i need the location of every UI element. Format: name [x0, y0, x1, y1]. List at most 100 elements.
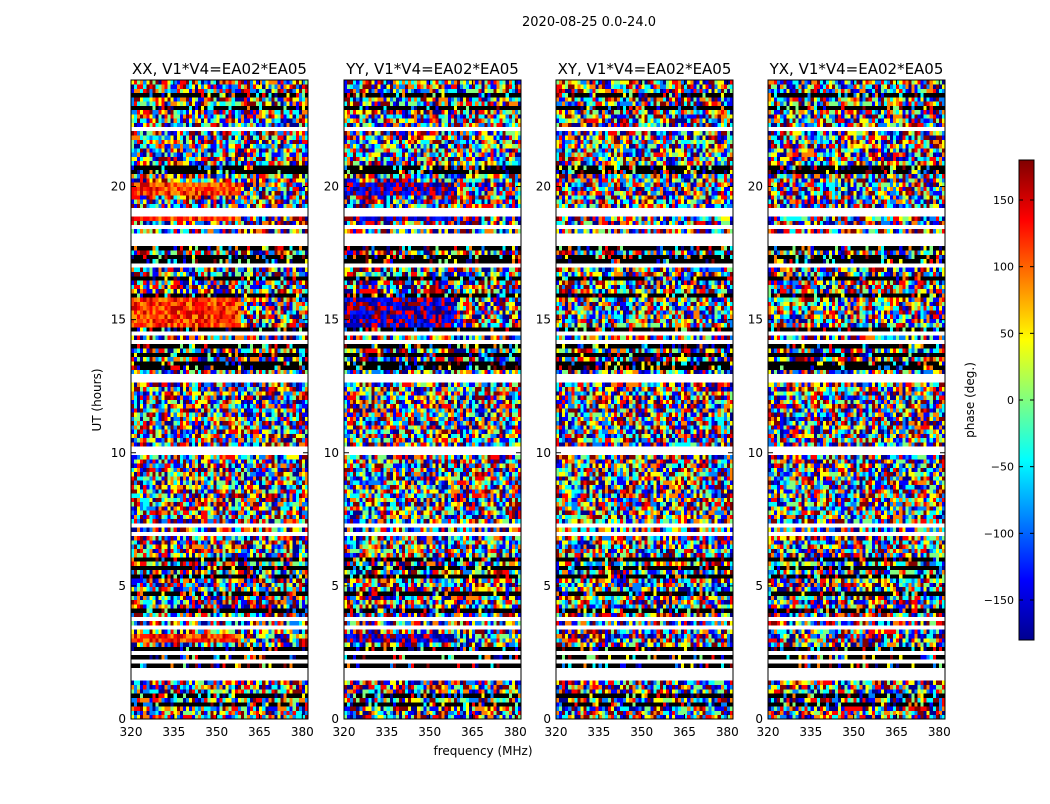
heatmap-cell	[134, 684, 138, 690]
heatmap-cell	[161, 586, 165, 592]
heatmap-cell	[204, 310, 208, 315]
heatmap-cell	[161, 574, 165, 579]
heatmap-cell	[173, 638, 178, 643]
heatmap-cell	[192, 603, 196, 609]
heatmap-cell	[268, 578, 272, 583]
heatmap-cell	[289, 612, 294, 618]
heatmap-cell	[219, 493, 223, 498]
heatmap-cell	[131, 501, 135, 507]
heatmap-cell	[152, 399, 156, 405]
heatmap-cell	[188, 442, 193, 447]
heatmap-cell	[274, 429, 278, 434]
heatmap-cell	[225, 595, 229, 601]
heatmap-cell	[250, 540, 254, 545]
heatmap-cell	[216, 327, 220, 332]
heatmap-cell	[234, 684, 239, 690]
heatmap-cell	[173, 608, 178, 613]
heatmap-cell	[188, 574, 193, 579]
heatmap-cell	[225, 493, 229, 498]
heatmap-cell	[137, 595, 141, 601]
heatmap-cell	[295, 710, 300, 716]
heatmap-cell	[152, 454, 156, 460]
heatmap-cell	[271, 288, 275, 294]
heatmap-cell	[234, 476, 239, 481]
heatmap-cell	[274, 595, 278, 601]
heatmap-cell	[292, 305, 297, 311]
heatmap-cell	[277, 386, 281, 392]
heatmap-cell	[210, 395, 214, 400]
heatmap-cell	[179, 476, 184, 481]
heatmap-cell	[198, 459, 202, 464]
heatmap-cell	[137, 548, 141, 554]
heatmap-cell	[259, 540, 263, 545]
heatmap-cell	[158, 501, 162, 507]
heatmap-cell	[277, 582, 281, 588]
heatmap-cell	[222, 655, 226, 660]
heatmap-cell	[292, 386, 297, 392]
heatmap-cell	[219, 574, 223, 579]
heatmap-cell	[246, 586, 251, 592]
heatmap-cell	[228, 714, 233, 720]
heatmap-cell	[210, 506, 214, 511]
heatmap-cell	[298, 710, 303, 716]
heatmap-cell	[201, 642, 205, 647]
heatmap-cell	[185, 361, 190, 366]
heatmap-cell	[271, 412, 275, 417]
heatmap-cell	[298, 425, 303, 430]
heatmap-cell	[237, 608, 242, 613]
heatmap-cell	[134, 467, 138, 473]
heatmap-cell	[250, 356, 254, 362]
heatmap-cell	[268, 680, 272, 686]
heatmap-cell	[222, 527, 226, 532]
heatmap-cell	[149, 327, 153, 332]
heatmap-cell	[204, 314, 208, 319]
heatmap-cell	[182, 493, 187, 498]
heatmap-cell	[240, 322, 245, 328]
heatmap-cell	[161, 697, 165, 703]
heatmap-cell	[131, 352, 135, 358]
heatmap-cell	[140, 467, 144, 473]
heatmap-cell	[283, 646, 287, 652]
heatmap-cell	[201, 706, 205, 711]
heatmap-cell	[213, 582, 217, 588]
heatmap-cell	[274, 582, 278, 588]
heatmap-cell	[210, 535, 214, 541]
heatmap-cell	[173, 680, 178, 686]
heatmap-cell	[176, 663, 181, 669]
heatmap-cell	[265, 527, 269, 532]
heatmap-cell	[149, 574, 153, 579]
heatmap-cell	[277, 561, 281, 566]
heatmap-cell	[259, 433, 263, 439]
heatmap-cell	[283, 493, 287, 498]
heatmap-cell	[152, 344, 156, 349]
heatmap-cell	[253, 437, 257, 443]
heatmap-cell	[301, 595, 306, 601]
heatmap-cell	[292, 416, 297, 422]
heatmap-cell	[213, 603, 217, 609]
heatmap-cell	[188, 429, 193, 434]
heatmap-cell	[167, 527, 171, 532]
heatmap-cell	[143, 557, 147, 562]
heatmap-cell	[176, 327, 181, 332]
heatmap-cell	[210, 442, 214, 447]
heatmap-cell	[237, 356, 242, 362]
heatmap-cell	[146, 399, 150, 405]
heatmap-cell	[134, 293, 138, 298]
heatmap-cell	[167, 603, 171, 609]
heatmap-cell	[231, 680, 236, 686]
heatmap-cell	[204, 578, 208, 583]
heatmap-cell	[167, 390, 171, 396]
heatmap-cell	[228, 310, 233, 315]
heatmap-cell	[176, 322, 181, 328]
heatmap-cell	[295, 557, 300, 562]
heatmap-cell	[286, 510, 290, 515]
heatmap-cell	[301, 599, 306, 605]
heatmap-cell	[185, 403, 190, 409]
heatmap-cell	[250, 595, 254, 601]
heatmap-cell	[246, 305, 251, 311]
heatmap-cell	[271, 527, 275, 532]
heatmap-cell	[167, 701, 171, 707]
heatmap-cell	[298, 356, 303, 362]
heatmap-cell	[192, 714, 196, 720]
heatmap-cell	[201, 714, 205, 720]
